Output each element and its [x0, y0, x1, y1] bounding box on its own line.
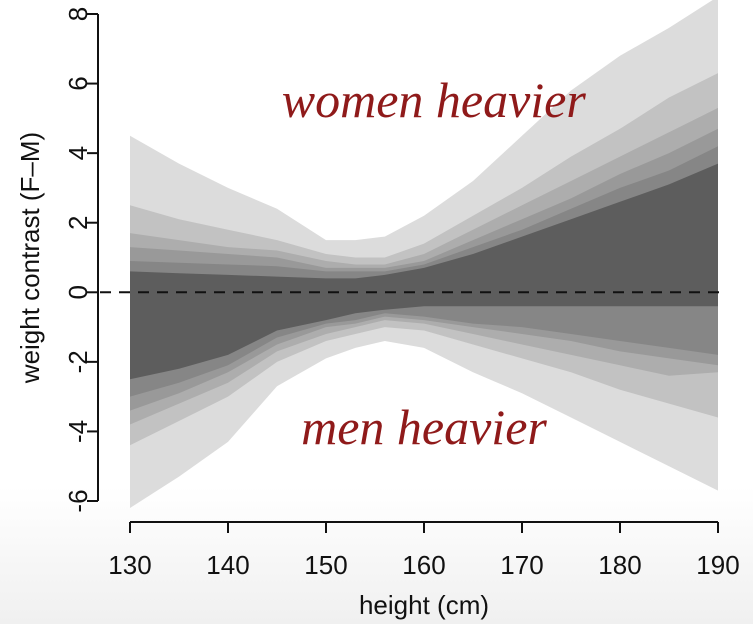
y-axis: -6 -4 -2 0 2 4 6 8 — [63, 7, 99, 513]
x-axis: 130 140 150 160 170 180 190 — [108, 521, 740, 580]
y-tick-label: 6 — [63, 76, 93, 90]
x-tick-label: 150 — [304, 550, 347, 580]
x-tick-label: 190 — [696, 550, 739, 580]
uncertainty-bands — [130, 0, 718, 508]
annotation-layer: women heavier men heavier — [282, 72, 587, 455]
x-tick-label: 180 — [598, 550, 641, 580]
y-tick-label: -4 — [63, 420, 93, 443]
x-tick-label: 170 — [500, 550, 543, 580]
y-tick-label: 4 — [63, 146, 93, 160]
y-axis-title: weight contrast (F–M) — [15, 132, 45, 384]
annotation-women-heavier: women heavier — [282, 72, 587, 128]
x-tick-label: 130 — [108, 550, 151, 580]
y-tick-label: -2 — [63, 350, 93, 373]
x-tick-label: 160 — [402, 550, 445, 580]
x-tick-label: 140 — [206, 550, 249, 580]
y-tick-label: 8 — [63, 7, 93, 21]
y-tick-label: 0 — [63, 285, 93, 299]
uncertainty-band-6 — [130, 163, 718, 380]
annotation-men-heavier: men heavier — [301, 399, 547, 455]
x-axis-title: height (cm) — [359, 590, 489, 620]
y-tick-label: -6 — [63, 489, 93, 512]
y-tick-label: 2 — [63, 215, 93, 229]
